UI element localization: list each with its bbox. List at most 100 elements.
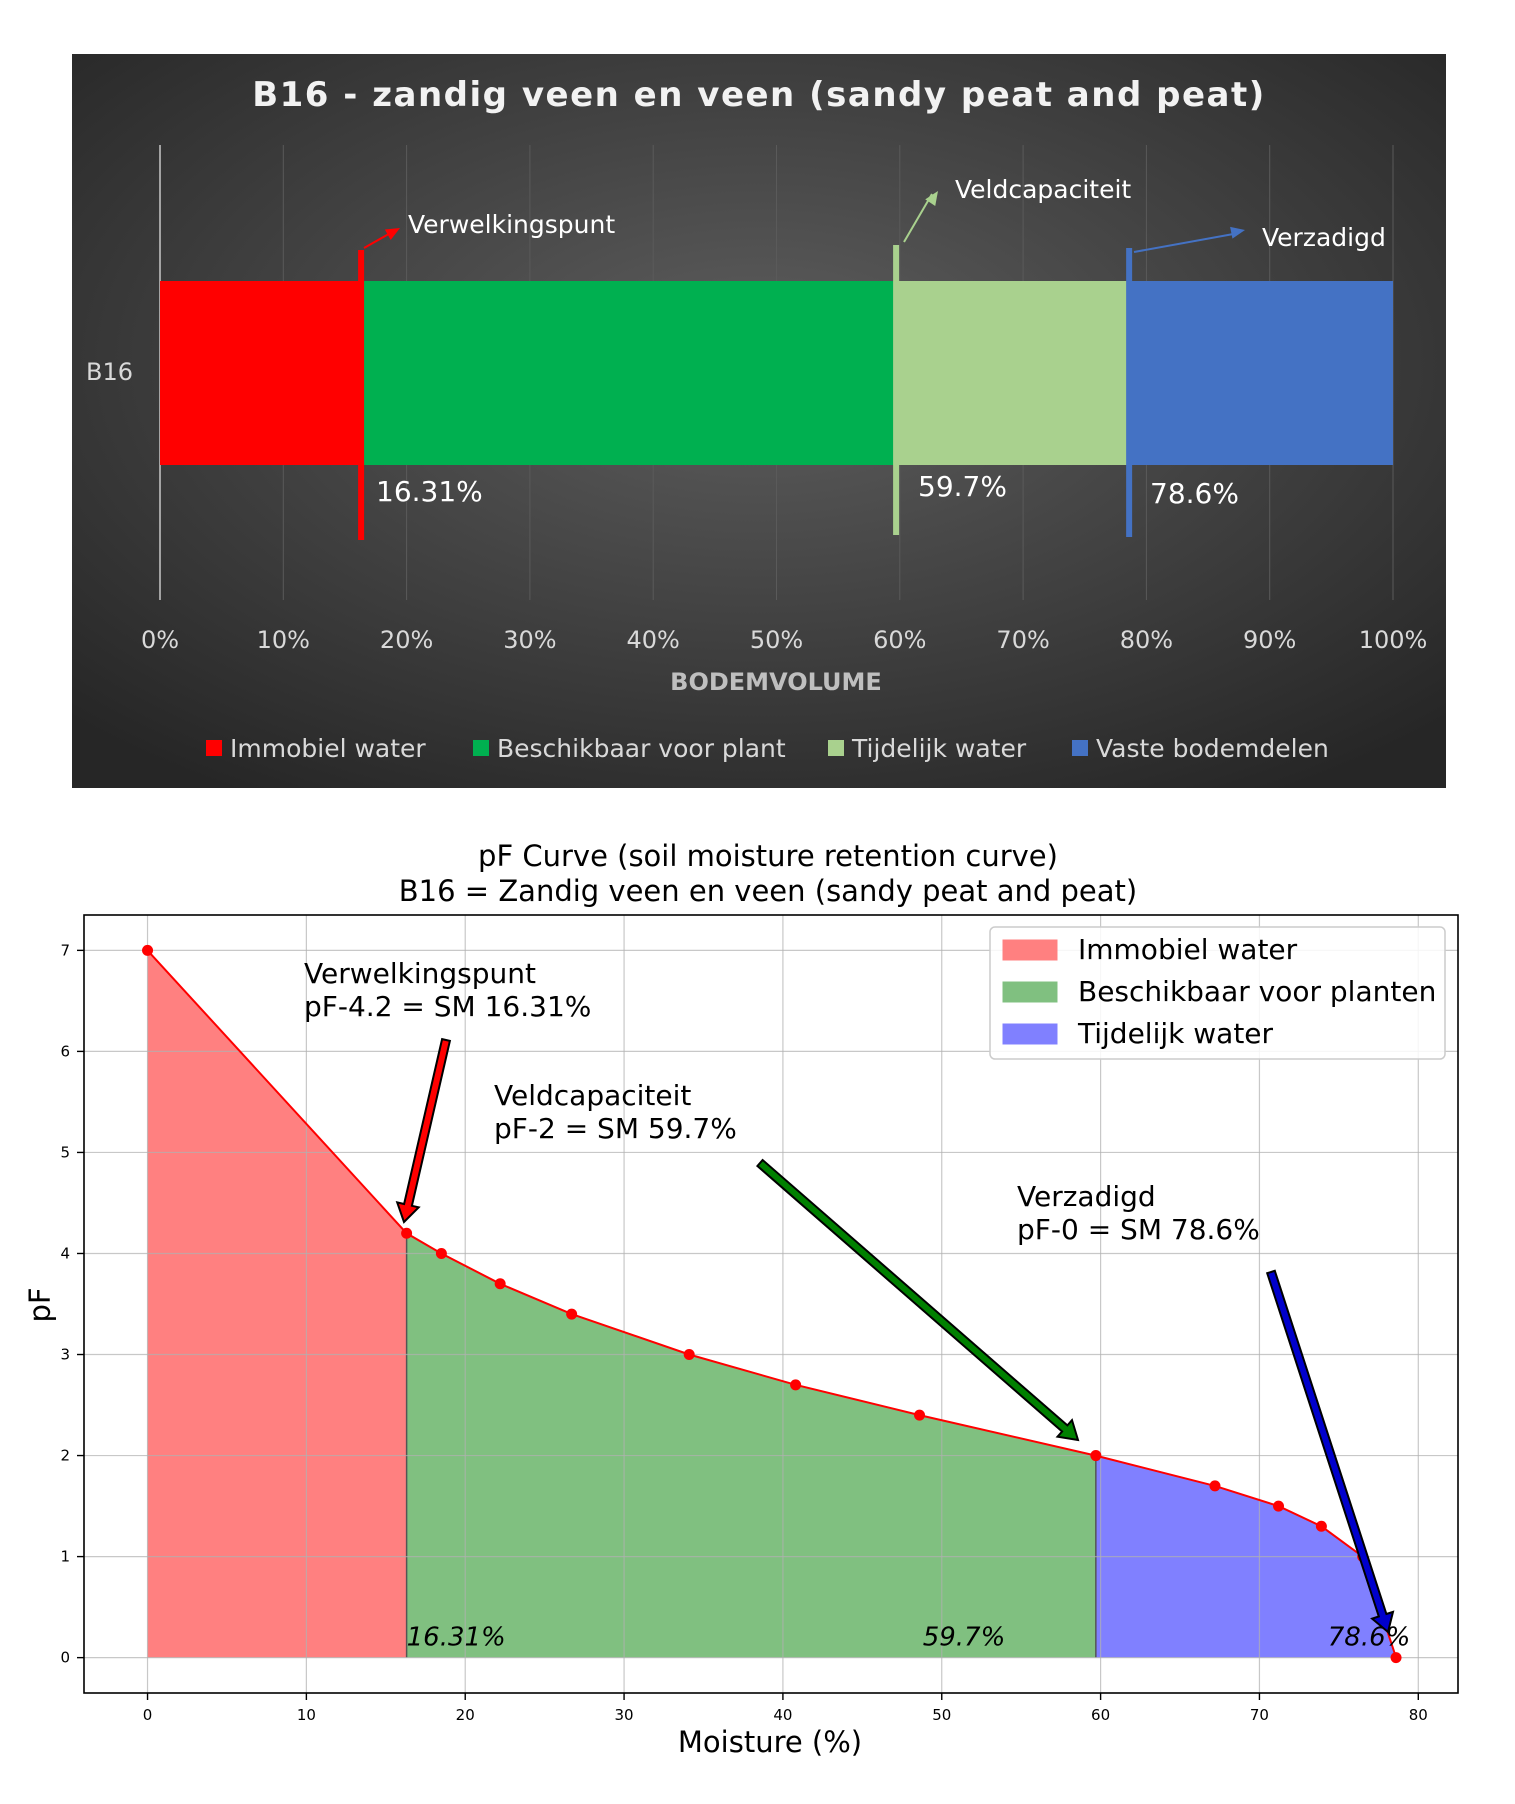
legend-swatch (1002, 981, 1058, 1003)
data-point (914, 1409, 926, 1421)
annotation-arrow (1265, 1269, 1395, 1634)
y-tick-label: 5 (60, 1143, 70, 1161)
legend-swatch (206, 740, 222, 756)
x-tick-label: 80% (1120, 626, 1173, 654)
x-tick-label: 0 (143, 1706, 153, 1724)
x-tick-label: 100% (1359, 626, 1428, 654)
x-tick-label: 10% (257, 626, 310, 654)
marker-arrowhead (925, 191, 938, 206)
x-tick-label: 30% (503, 626, 556, 654)
marker-value-label: 78.6% (1150, 477, 1239, 510)
bar-segment (160, 281, 362, 465)
x-axis-label: BODEMVOLUME (670, 668, 882, 696)
legend: Immobiel water Beschikbaar voor planten Ti… (989, 926, 1446, 1060)
region-label: 78.6% (1328, 1623, 1411, 1653)
legend-label: Beschikbaar voor plant (497, 734, 786, 763)
marker-label: Veldcapaciteit (955, 175, 1131, 204)
data-point (1390, 1652, 1402, 1664)
data-point (790, 1379, 802, 1391)
annotation-arrow (755, 1158, 1080, 1442)
annotation-text: pF-0 = SM 78.6% (1017, 1213, 1260, 1246)
chart-subtitle: B16 = Zandig veen en veen (sandy peat an… (399, 874, 1137, 908)
x-axis-label: Moisture (%) (678, 1725, 862, 1759)
data-point (1090, 1450, 1102, 1462)
category-label: B16 (86, 358, 133, 386)
legend-label: Immobiel water (230, 734, 426, 763)
x-tick-labels: 0% 10% 20% 30% 40% 50% 60% 70% 80% 90% 100% (141, 626, 1427, 654)
y-tick-label: 1 (60, 1548, 70, 1566)
legend-swatch (473, 740, 489, 756)
data-point (142, 944, 154, 956)
data-point (401, 1227, 413, 1239)
legend-swatch (828, 740, 844, 756)
legend-label: Vaste bodemdelen (1096, 734, 1329, 763)
legend-swatch (1002, 939, 1058, 961)
curve-line (146, 949, 1398, 1658)
bar-segment (896, 281, 1130, 465)
bar-segments (160, 281, 1393, 465)
data-point (683, 1349, 695, 1361)
legend-box (989, 926, 1446, 1060)
x-tick-label: 60 (1091, 1706, 1110, 1724)
axis-ticks: 0 10 20 30 40 50 60 70 80 0 1 2 3 4 5 6 7 (60, 941, 1427, 1724)
legend-label: Tijdelijk water (851, 734, 1027, 763)
annotation-arrow (395, 1037, 452, 1224)
legend-label: Tijdelijk water (1077, 1017, 1274, 1050)
marker-arrow (1133, 232, 1240, 253)
region-label: 16.31% (407, 1623, 506, 1653)
plot-frame (83, 914, 1459, 1694)
marker-arrowhead (1230, 226, 1245, 239)
region-labels: 16.31% 59.7% 78.6% (407, 1623, 1411, 1653)
x-tick-label: 30 (615, 1706, 634, 1724)
marker-arrow (903, 193, 933, 243)
x-tick-label: 50% (750, 626, 803, 654)
legend-label: Beschikbaar voor planten (1078, 975, 1436, 1008)
threshold-markers: Verwelkingspunt 16.31% Veldcapaciteit 59.7%… (358, 175, 1386, 540)
x-tick-label: 60% (873, 626, 926, 654)
bar-segment (361, 281, 897, 465)
x-tick-label: 40% (627, 626, 680, 654)
legend: Immobiel water Beschikbaar voor plant Tijd… (206, 734, 1329, 763)
marker-label: Verwelkingspunt (408, 210, 615, 239)
region-label: 59.7% (923, 1623, 1006, 1653)
annotation-text: Verzadigd (1017, 1180, 1156, 1213)
annotation-text: Verwelkingspunt (304, 957, 536, 990)
y-tick-label: 0 (60, 1649, 70, 1667)
annotation-text: pF-2 = SM 59.7% (494, 1112, 737, 1145)
chart-title: B16 - zandig veen en veen (sandy peat an… (252, 75, 1266, 115)
y-tick-label: 7 (60, 941, 70, 959)
area-region (147, 950, 407, 1658)
chart-title: pF Curve (soil moisture retention curve) (478, 839, 1058, 873)
legend-swatch (1002, 1023, 1058, 1045)
pf-curve-chart: pF Curve (soil moisture retention curve)… (23, 839, 1459, 1759)
y-tick-label: 2 (60, 1447, 70, 1465)
legend-swatch (1072, 740, 1088, 756)
annotation-text: Veldcapaciteit (494, 1079, 691, 1112)
marker-arrowhead (384, 228, 400, 241)
x-tick-label: 0% (141, 626, 179, 654)
data-point (1273, 1500, 1285, 1512)
x-tick-label: 20 (456, 1706, 475, 1724)
y-tick-label: 6 (60, 1042, 70, 1060)
x-tick-label: 40 (773, 1706, 792, 1724)
x-tick-label: 70% (996, 626, 1049, 654)
stacked-bar-chart: B16 - zandig veen en veen (sandy peat an… (72, 54, 1446, 788)
y-axis-label: pF (23, 1287, 57, 1322)
data-point (566, 1308, 578, 1320)
x-tick-label: 80 (1409, 1706, 1428, 1724)
x-tick-label: 90% (1243, 626, 1296, 654)
x-tick-label: 70 (1250, 1706, 1269, 1724)
annotation-text: pF-4.2 = SM 16.31% (304, 990, 591, 1023)
data-point (494, 1278, 506, 1290)
data-point (435, 1247, 447, 1259)
marker-value-label: 59.7% (918, 470, 1007, 503)
legend-label: Immobiel water (1078, 933, 1298, 966)
data-point (1209, 1480, 1221, 1492)
x-tick-label: 50 (932, 1706, 951, 1724)
bar-segment (1129, 281, 1393, 465)
area-region (406, 1233, 1096, 1658)
marker-value-label: 16.31% (376, 475, 483, 508)
annotations: Verwelkingspunt pF-4.2 = SM 16.31% Veldca… (304, 957, 1395, 1634)
data-point (1315, 1520, 1327, 1532)
